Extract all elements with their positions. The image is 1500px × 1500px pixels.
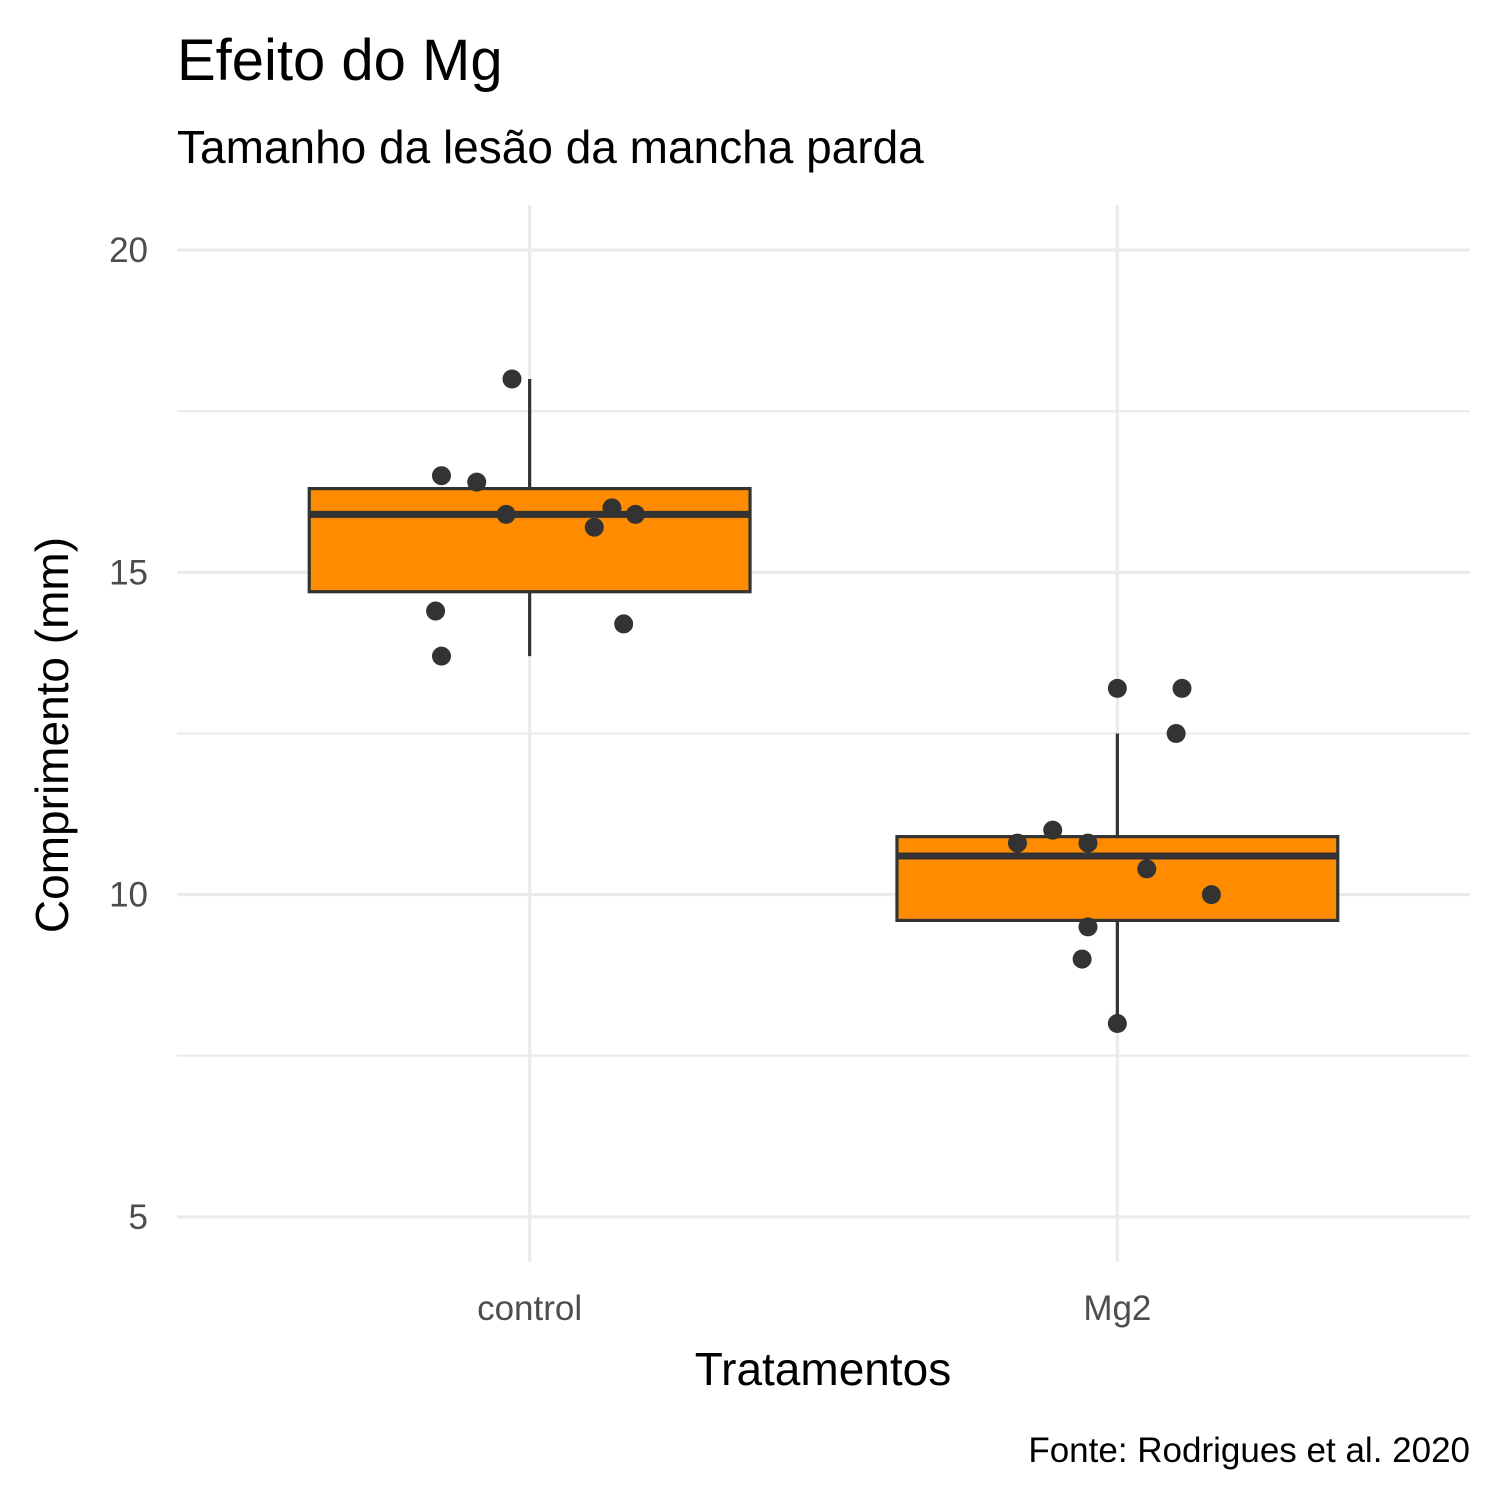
y-tick-label: 20: [109, 231, 148, 270]
data-point: [625, 504, 645, 524]
data-point: [1107, 678, 1127, 698]
data-point: [1201, 885, 1221, 905]
data-point: [1107, 1014, 1127, 1034]
data-point: [1166, 724, 1186, 743]
y-tick-label: 5: [129, 1198, 148, 1237]
data-point: [1072, 949, 1092, 969]
x-axis-title: Tratamentos: [695, 1343, 952, 1395]
boxes-layer: [307, 379, 1340, 1024]
chart-caption: Fonte: Rodrigues et al. 2020: [1028, 1431, 1470, 1470]
data-point: [602, 498, 622, 518]
grid-lines: [177, 205, 1470, 1262]
x-tick-label: Mg2: [1083, 1289, 1151, 1328]
data-point: [1043, 820, 1063, 840]
points-layer: [426, 369, 1221, 1034]
data-point: [431, 466, 451, 486]
data-point: [502, 369, 522, 389]
data-point: [496, 504, 516, 524]
data-point: [614, 614, 634, 634]
y-axis-title: Comprimento (mm): [26, 537, 78, 933]
y-axis-tick-labels: 5 10 15 20: [109, 231, 148, 1237]
x-tick-label: control: [477, 1289, 582, 1328]
box-Mg2: [895, 835, 1340, 923]
y-tick-label: 10: [109, 876, 148, 915]
box-control: [307, 486, 752, 594]
data-point: [1137, 859, 1157, 879]
data-point: [1172, 678, 1192, 698]
data-point: [431, 646, 451, 666]
data-point: [467, 472, 487, 492]
data-point: [1078, 917, 1098, 937]
chart-subtitle: Tamanho da lesão da mancha parda: [177, 121, 924, 173]
x-axis-tick-labels: control Mg2: [477, 1289, 1151, 1328]
data-point: [1007, 833, 1027, 853]
data-point: [584, 517, 604, 537]
chart-title: Efeito do Mg: [177, 28, 503, 93]
data-point: [1078, 833, 1098, 853]
y-tick-label: 15: [109, 553, 148, 592]
data-point: [426, 601, 446, 621]
